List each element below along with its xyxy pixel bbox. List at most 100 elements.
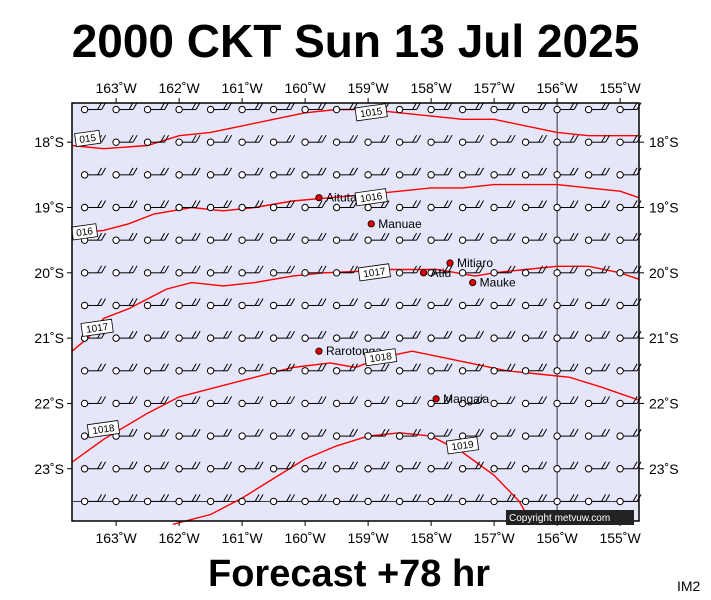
wind-feather <box>412 200 418 208</box>
wind-station-circle <box>112 203 120 212</box>
wind-feather <box>538 461 544 469</box>
wind-barb <box>490 265 516 277</box>
lon-tick-label-bottom: 157˚W <box>473 530 515 546</box>
wind-feather <box>195 428 201 437</box>
wind-feather <box>412 134 418 143</box>
wind-barb <box>332 363 359 375</box>
wind-feather <box>128 396 134 404</box>
wind-barb <box>553 494 579 506</box>
wind-station-circle <box>458 334 467 342</box>
wind-feather <box>601 330 607 339</box>
wind-feather <box>601 232 607 241</box>
wind-feather <box>479 134 485 143</box>
wind-station-circle <box>364 465 372 473</box>
wind-barb <box>269 232 296 244</box>
wind-feather <box>510 494 516 502</box>
isobar-label-box <box>357 263 391 282</box>
wind-feather <box>506 363 512 372</box>
wind-station-circle <box>616 367 624 375</box>
wind-station-circle <box>427 367 435 375</box>
wind-barb <box>269 363 296 375</box>
wind-station-circle <box>364 399 372 408</box>
wind-feather <box>384 461 390 469</box>
wind-feather <box>286 494 292 502</box>
wind-station-circle <box>301 301 309 310</box>
wind-feather <box>258 330 264 339</box>
wind-station-circle <box>175 105 183 114</box>
wind-feather <box>97 363 103 372</box>
wind-barb <box>332 265 359 277</box>
wind-station-circle <box>584 236 593 244</box>
wind-barb <box>206 298 233 310</box>
wind-feather <box>479 232 485 241</box>
wind-station-circle <box>521 203 530 212</box>
lon-tick-label-bottom: 160˚W <box>284 530 326 546</box>
wind-station-circle <box>112 105 120 114</box>
wind-feather <box>506 330 512 339</box>
wind-barb <box>521 232 548 244</box>
wind-station-circle <box>584 203 593 212</box>
wind-station-circle <box>553 138 561 146</box>
wind-barb <box>301 265 327 277</box>
wind-feather <box>317 232 323 241</box>
wind-barb <box>175 428 201 440</box>
wind-feather <box>506 134 512 143</box>
wind-feather <box>475 461 481 469</box>
wind-feather <box>412 396 418 404</box>
wind-feather <box>447 134 453 143</box>
wind-feather <box>479 363 485 372</box>
wind-feather <box>195 200 201 208</box>
wind-station-circle <box>112 171 120 179</box>
wind-station-circle <box>80 465 89 473</box>
wind-barb <box>269 330 296 342</box>
wind-feather <box>447 363 453 372</box>
wind-barb <box>521 102 548 114</box>
wind-station-circle <box>427 399 435 408</box>
wind-feather <box>384 167 390 176</box>
wind-barb <box>395 232 422 244</box>
wind-station-circle <box>143 497 152 506</box>
wind-station-circle <box>175 138 183 146</box>
wind-feather <box>254 494 260 502</box>
wind-barb <box>206 134 233 146</box>
wind-feather <box>290 461 296 469</box>
wind-station-circle <box>238 203 246 212</box>
wind-station-circle <box>301 138 309 146</box>
wind-feather <box>380 428 386 437</box>
wind-station-circle <box>332 269 341 277</box>
wind-station-circle <box>427 497 435 506</box>
wind-feather <box>227 461 233 469</box>
wind-feather <box>569 363 575 372</box>
wind-station-circle <box>395 203 404 212</box>
wind-feather <box>164 428 170 437</box>
wind-feather <box>132 428 138 437</box>
wind-station-circle <box>269 236 278 244</box>
wind-station-circle <box>616 334 624 342</box>
wind-feather <box>538 167 544 176</box>
wind-feather <box>479 330 485 339</box>
wind-station-circle <box>332 367 341 375</box>
wind-feather <box>573 330 579 339</box>
wind-station-circle <box>490 203 498 212</box>
wind-barb <box>269 494 296 506</box>
wind-barb <box>458 363 485 375</box>
wind-feather <box>412 363 418 372</box>
wind-feather <box>601 363 607 372</box>
wind-feather <box>573 265 579 274</box>
wind-station-circle <box>332 203 341 212</box>
wind-feather <box>254 298 260 306</box>
wind-barb <box>490 396 516 408</box>
wind-feather <box>132 167 138 176</box>
wind-feather <box>321 167 327 176</box>
wind-station-circle <box>332 432 341 440</box>
wind-feather <box>569 428 575 437</box>
wind-feather <box>317 298 323 306</box>
wind-feather <box>443 461 449 469</box>
wind-barb <box>584 232 611 244</box>
wind-barb <box>143 167 170 179</box>
wind-feather <box>290 330 296 339</box>
wind-station-circle <box>553 269 561 277</box>
isobar-label: 1018 <box>86 420 121 439</box>
wind-feather <box>164 396 170 404</box>
wind-barb <box>458 134 485 146</box>
